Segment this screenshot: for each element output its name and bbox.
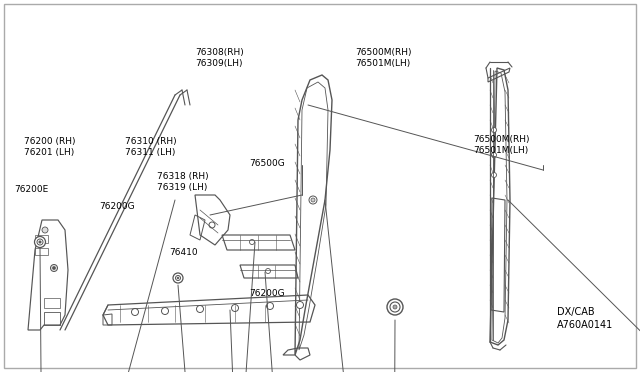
Circle shape [173,273,183,283]
Circle shape [161,308,168,314]
Circle shape [266,302,273,310]
Circle shape [492,153,497,157]
Text: A760A0141: A760A0141 [557,321,613,330]
Circle shape [387,299,403,315]
Text: 76200G: 76200G [250,289,285,298]
Circle shape [209,222,215,228]
Circle shape [42,227,48,233]
Circle shape [309,196,317,204]
Text: 76318 (RH)
76319 (LH): 76318 (RH) 76319 (LH) [157,172,209,192]
Circle shape [51,264,58,272]
Circle shape [250,240,255,244]
Circle shape [492,173,497,177]
Text: 76200E: 76200E [14,185,49,194]
Circle shape [39,241,41,243]
Circle shape [266,269,271,273]
Circle shape [296,301,303,308]
Circle shape [393,305,397,309]
Circle shape [52,266,56,269]
Circle shape [131,308,138,315]
Circle shape [175,276,180,280]
Circle shape [311,198,315,202]
Circle shape [35,237,45,247]
Circle shape [390,302,400,312]
Circle shape [196,305,204,312]
Text: 76500M(RH)
76501M(LH): 76500M(RH) 76501M(LH) [474,135,530,155]
Circle shape [232,305,239,311]
Text: 76500G: 76500G [250,159,285,168]
Text: 76200 (RH)
76201 (LH): 76200 (RH) 76201 (LH) [24,137,76,157]
Text: 76308(RH)
76309(LH): 76308(RH) 76309(LH) [195,48,244,68]
Circle shape [37,239,43,245]
Text: 76410: 76410 [170,248,198,257]
Circle shape [492,128,497,132]
Text: 76500M(RH)
76501M(LH): 76500M(RH) 76501M(LH) [355,48,412,68]
Text: DX/CAB: DX/CAB [557,308,595,317]
Text: 76200G: 76200G [99,202,135,211]
Circle shape [177,277,179,279]
Text: 76310 (RH)
76311 (LH): 76310 (RH) 76311 (LH) [125,137,177,157]
